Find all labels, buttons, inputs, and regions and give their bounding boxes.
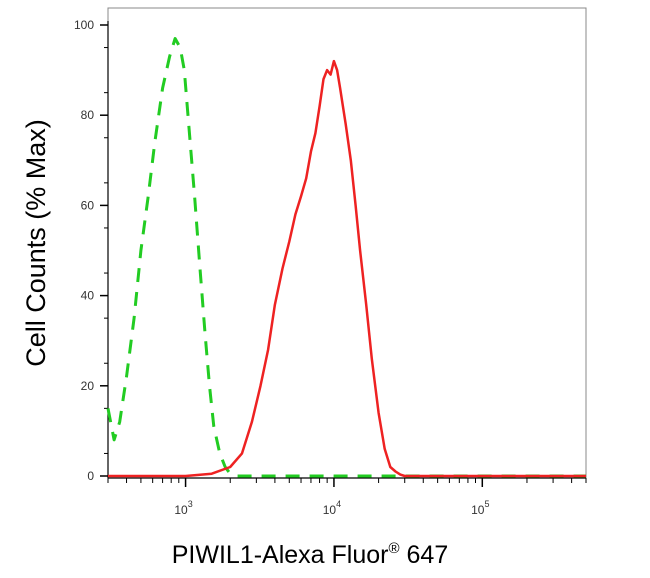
x-axis-title-main: PIWIL1-Alexa Fluor bbox=[172, 541, 389, 569]
series-line-sample bbox=[108, 59, 586, 478]
x-axis-title-superscript: ® bbox=[389, 540, 400, 557]
y-axis-title: Cell Counts (% Max) bbox=[21, 119, 51, 367]
y-tick-label: 60 bbox=[81, 198, 95, 212]
y-tick-label: 20 bbox=[81, 379, 95, 393]
x-axis-ticks: 103 104 105 bbox=[107, 478, 587, 517]
x-axis-title-suffix: 647 bbox=[400, 541, 449, 569]
x-tick-label: 104 bbox=[323, 499, 341, 517]
x-tick-label: 105 bbox=[471, 499, 489, 517]
y-axis-ticks: 0 20 40 60 80 100 bbox=[74, 18, 108, 483]
x-tick-label: 103 bbox=[174, 499, 192, 517]
y-tick-label: 100 bbox=[74, 18, 94, 32]
x-axis-title: PIWIL1-Alexa Fluor® 647 bbox=[172, 540, 448, 569]
y-tick-label: 80 bbox=[81, 108, 95, 122]
series-layer bbox=[106, 37, 586, 478]
y-tick-label: 40 bbox=[81, 289, 95, 303]
series-line-control bbox=[106, 37, 586, 478]
y-tick-label: 0 bbox=[87, 469, 94, 483]
